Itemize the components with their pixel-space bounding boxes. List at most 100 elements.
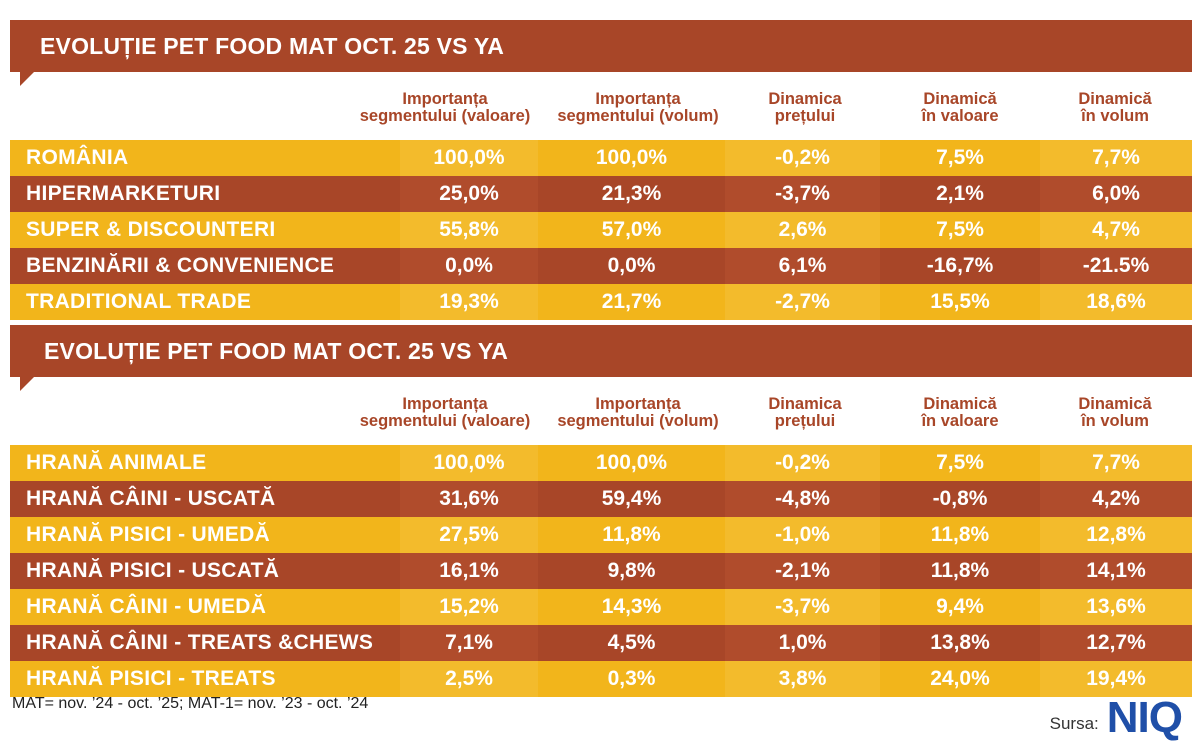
table-cell: 12,8% [1040, 517, 1192, 553]
table-cell: 57,0% [538, 212, 725, 248]
table-cell: 0,0% [538, 248, 725, 284]
table-title: EVOLUȚIE PET FOOD MAT OCT. 25 VS YA [10, 325, 1192, 377]
column-header: Dinamică în volum [1078, 90, 1152, 125]
niq-logo: NIQ [1106, 693, 1183, 742]
table-cell: -16,7% [880, 248, 1040, 284]
table-row: TRADITIONAL TRADE 19,3% 21,7% -2,7% 15,5% 18,… [10, 284, 1192, 320]
row-label: ROMÂNIA [10, 140, 400, 176]
column-header: Importanța segmentului (volum) [557, 90, 719, 125]
banner-tail [20, 377, 34, 391]
column-header: Dinamica prețului [768, 90, 842, 125]
table-row: HRANĂ PISICI - UMEDĂ 27,5% 11,8% -1,0% 11,8%… [10, 517, 1192, 553]
table-cell: 7,7% [1040, 140, 1192, 176]
row-label: HRANĂ CÂINI - USCATĂ [10, 481, 400, 517]
row-label: TRADITIONAL TRADE [10, 284, 400, 320]
table-cell: 14,1% [1040, 553, 1192, 589]
column-header: Importanța segmentului (valoare) [359, 395, 531, 430]
table-cell: 7,1% [400, 625, 538, 661]
table-cell: -0,8% [880, 481, 1040, 517]
table-cell: 55,8% [400, 212, 538, 248]
table-cell: -1,0% [725, 517, 880, 553]
table-cell: 7,7% [1040, 445, 1192, 481]
row-label: SUPER & DISCOUNTERI [10, 212, 400, 248]
table-row: BENZINĂRII & CONVENIENCE 0,0% 0,0% 6,1% -16,… [10, 248, 1192, 284]
footnote: MAT= nov. ’24 - oct. ’25; MAT-1= nov. ’2… [12, 695, 369, 712]
table-cell: -2,1% [725, 553, 880, 589]
table-cell: 21,7% [538, 284, 725, 320]
table-cell: -2,7% [725, 284, 880, 320]
table-cell: 4,7% [1040, 212, 1192, 248]
table-cell: 6,0% [1040, 176, 1192, 212]
table-cell: 27,5% [400, 517, 538, 553]
table-cell: -0,2% [725, 445, 880, 481]
table-cell: 100,0% [400, 140, 538, 176]
table-cell: 18,6% [1040, 284, 1192, 320]
row-label: BENZINĂRII & CONVENIENCE [10, 248, 400, 284]
table-row: HIPERMARKETURI 25,0% 21,3% -3,7% 2,1% 6,0% [10, 176, 1192, 212]
table-cell: 25,0% [400, 176, 538, 212]
column-header: Importanța segmentului (valoare) [359, 90, 531, 125]
table-cell: 7,5% [880, 212, 1040, 248]
table-cell: -4,8% [725, 481, 880, 517]
table-cell: 4,5% [538, 625, 725, 661]
row-label: HRANĂ CÂINI - UMEDĂ [10, 589, 400, 625]
table-cell: 3,8% [725, 661, 880, 697]
source-label: Sursa: [1049, 714, 1099, 733]
row-label: HRANĂ PISICI - TREATS [10, 661, 400, 697]
table-cell: 100,0% [538, 140, 725, 176]
column-header: Dinamică în valoare [921, 90, 999, 125]
table-cell: -3,7% [725, 176, 880, 212]
table-cell: 11,8% [538, 517, 725, 553]
table-cell: 16,1% [400, 553, 538, 589]
table-title: EVOLUȚIE PET FOOD MAT OCT. 25 VS YA [10, 20, 1192, 72]
table-cell: 24,0% [880, 661, 1040, 697]
row-label: HRANĂ PISICI - USCATĂ [10, 553, 400, 589]
table-row: HRANĂ CÂINI - UMEDĂ 15,2% 14,3% -3,7% 9,4% 13… [10, 589, 1192, 625]
table-cell: 59,4% [538, 481, 725, 517]
table-cell: 9,8% [538, 553, 725, 589]
column-header: Dinamică în volum [1078, 395, 1152, 430]
row-label: HRANĂ PISICI - UMEDĂ [10, 517, 400, 553]
table-cell: 0,3% [538, 661, 725, 697]
column-header: Importanța segmentului (volum) [557, 395, 719, 430]
table-cell: 7,5% [880, 140, 1040, 176]
column-header: Dinamică în valoare [921, 395, 999, 430]
table-cell: 11,8% [880, 517, 1040, 553]
table-row: SUPER & DISCOUNTERI 55,8% 57,0% 2,6% 7,5% 4,7… [10, 212, 1192, 248]
table-cell: 6,1% [725, 248, 880, 284]
table-cell: 0,0% [400, 248, 538, 284]
table-cell: 2,5% [400, 661, 538, 697]
table-cell: 2,6% [725, 212, 880, 248]
table-cell: 15,2% [400, 589, 538, 625]
table-cell: 100,0% [400, 445, 538, 481]
table-cell: 19,3% [400, 284, 538, 320]
data-table-segments: HRANĂ ANIMALE 100,0% 100,0% -0,2% 7,5% 7,7% HR… [10, 445, 1192, 697]
table-row: HRANĂ ANIMALE 100,0% 100,0% -0,2% 7,5% 7,7% [10, 445, 1192, 481]
table-cell: 11,8% [880, 553, 1040, 589]
table-row: HRANĂ PISICI - USCATĂ 16,1% 9,8% -2,1% 11,8%… [10, 553, 1192, 589]
table-cell: 21,3% [538, 176, 725, 212]
table-cell: 15,5% [880, 284, 1040, 320]
row-label: HIPERMARKETURI [10, 176, 400, 212]
table-cell: 7,5% [880, 445, 1040, 481]
table-cell: 19,4% [1040, 661, 1192, 697]
table-cell: 12,7% [1040, 625, 1192, 661]
banner-tail [20, 72, 34, 86]
table-cell: -21.5% [1040, 248, 1192, 284]
column-header: Dinamica prețului [768, 395, 842, 430]
data-table-channels: ROMÂNIA 100,0% 100,0% -0,2% 7,5% 7,7% HIPERMAR… [10, 140, 1192, 320]
row-label: HRANĂ CÂINI - TREATS &CHEWS [10, 625, 400, 661]
table-cell: 14,3% [538, 589, 725, 625]
table-cell: 2,1% [880, 176, 1040, 212]
table-cell: 13,8% [880, 625, 1040, 661]
table-cell: -3,7% [725, 589, 880, 625]
row-label: HRANĂ ANIMALE [10, 445, 400, 481]
source-credit: Sursa: NIQ [1049, 693, 1183, 742]
table-row: HRANĂ PISICI - TREATS 2,5% 0,3% 3,8% 24,0% 19… [10, 661, 1192, 697]
table-row: HRANĂ CÂINI - TREATS &CHEWS 7,1% 4,5% 1,0% 1… [10, 625, 1192, 661]
table-cell: -0,2% [725, 140, 880, 176]
table-cell: 31,6% [400, 481, 538, 517]
table-row: ROMÂNIA 100,0% 100,0% -0,2% 7,5% 7,7% [10, 140, 1192, 176]
table-cell: 13,6% [1040, 589, 1192, 625]
table-cell: 100,0% [538, 445, 725, 481]
